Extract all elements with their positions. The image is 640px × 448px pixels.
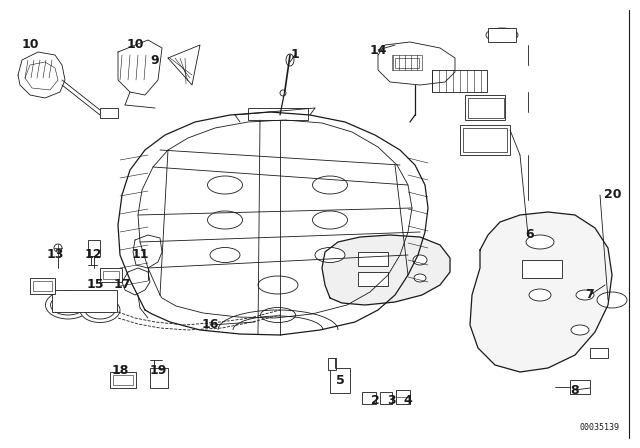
Bar [103,271,119,279]
Bar [396,390,410,404]
Ellipse shape [54,244,62,252]
Ellipse shape [286,54,294,66]
Text: 6: 6 [525,228,534,241]
Bar [358,272,388,286]
Text: 15: 15 [86,279,104,292]
Text: 1: 1 [291,48,300,61]
Bar [392,55,422,70]
Ellipse shape [80,297,120,323]
Ellipse shape [576,290,594,300]
Ellipse shape [486,28,518,42]
Bar [488,28,516,42]
Bar [468,98,504,118]
Bar [88,240,100,256]
Ellipse shape [260,307,296,323]
Text: 2: 2 [371,393,380,406]
Bar [52,290,117,312]
Ellipse shape [258,276,298,294]
Bar [30,278,55,294]
Ellipse shape [312,176,348,194]
Text: 10: 10 [126,39,144,52]
Bar [358,252,388,266]
Bar [100,108,118,118]
Ellipse shape [280,90,286,96]
Ellipse shape [571,325,589,335]
Bar [522,260,562,278]
Text: 00035139: 00035139 [580,423,620,432]
Bar [328,358,336,370]
Polygon shape [470,212,612,372]
Text: 20: 20 [604,189,621,202]
Ellipse shape [414,274,426,282]
Bar [362,392,376,404]
Ellipse shape [413,255,427,265]
Ellipse shape [45,291,90,319]
Ellipse shape [85,301,115,319]
Text: 12: 12 [84,249,102,262]
Bar [113,375,133,385]
Text: 4: 4 [404,393,412,406]
Ellipse shape [207,211,243,229]
Ellipse shape [597,292,627,308]
Bar [395,58,419,68]
Bar [110,372,136,388]
Text: 5: 5 [335,374,344,387]
Polygon shape [322,235,450,305]
Text: 14: 14 [369,43,387,56]
Text: 18: 18 [111,363,129,376]
Text: 3: 3 [388,393,396,406]
Bar [465,95,505,120]
Text: 16: 16 [202,319,219,332]
Bar [380,392,392,404]
Ellipse shape [471,131,489,149]
Text: 19: 19 [149,363,166,376]
Bar [100,268,122,282]
Ellipse shape [51,295,86,315]
Bar [590,348,608,358]
Bar [463,128,507,152]
Text: 17: 17 [113,279,131,292]
Ellipse shape [477,99,493,115]
Ellipse shape [526,235,554,249]
Bar [248,108,308,120]
Bar [570,380,590,394]
Ellipse shape [210,247,240,263]
Bar [33,281,52,291]
Text: 10: 10 [21,39,39,52]
Bar [432,70,487,92]
Text: 13: 13 [46,249,64,262]
Text: 11: 11 [131,249,148,262]
Text: 9: 9 [150,53,159,66]
Bar [150,368,168,388]
Ellipse shape [207,176,243,194]
Ellipse shape [529,289,551,301]
Bar [460,125,510,155]
Ellipse shape [312,211,348,229]
Bar [330,368,350,393]
Ellipse shape [315,247,345,263]
Text: 7: 7 [586,289,595,302]
Text: 8: 8 [571,383,579,396]
